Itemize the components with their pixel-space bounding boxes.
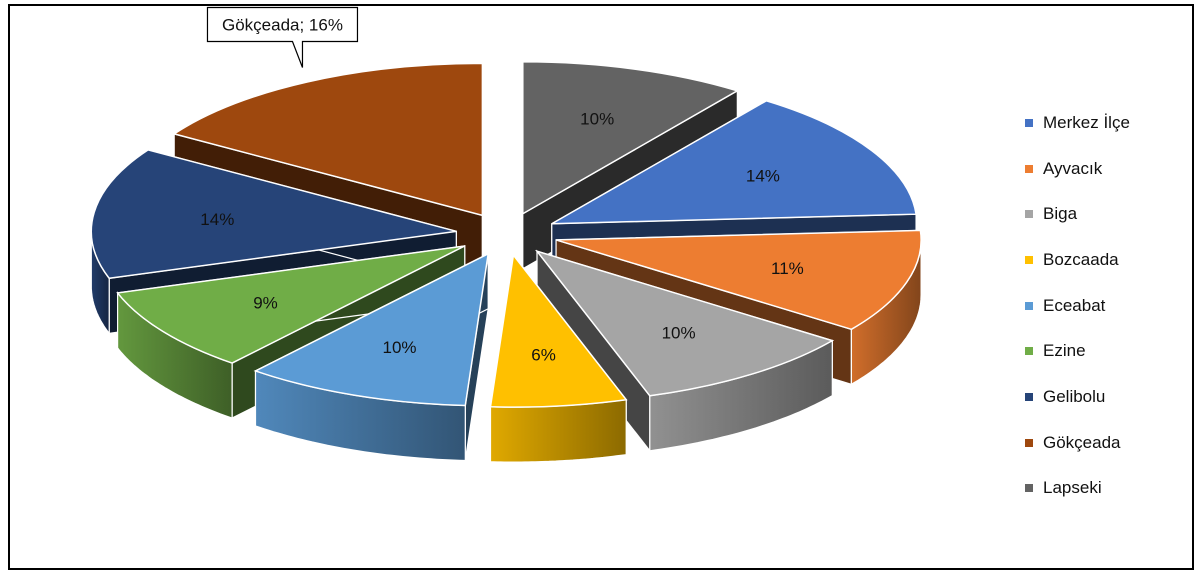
legend-item: Lapseki: [1025, 466, 1198, 512]
pie-chart: 14% 11% 10% 6% 10% 9% 14% Gökçeada; 16% 10%: [90, 6, 922, 463]
callout-gokceada: Gökçeada; 16%: [206, 6, 359, 68]
legend-swatch: [1025, 210, 1033, 219]
legend-item: Eceabat: [1025, 283, 1198, 329]
data-label: 6%: [531, 346, 556, 365]
slice-top-face: [90, 149, 457, 280]
legend-swatch: [1025, 484, 1033, 493]
legend: Merkez İlçe Ayvacık Biga Bozcaada Eceabat Ezi…: [1025, 100, 1198, 511]
data-label: 10%: [382, 338, 416, 357]
data-label: 14%: [200, 210, 234, 229]
data-label: 9%: [253, 293, 278, 312]
slice-top-face: [551, 99, 917, 225]
slice-top-face: [555, 229, 922, 331]
slice-top-face: [172, 62, 484, 217]
legend-label: Merkez İlçe: [1043, 112, 1130, 132]
data-label: Gökçeada; 16%: [222, 15, 343, 34]
legend-label: Bozcaada: [1043, 249, 1119, 269]
slice-top-face: [534, 249, 835, 397]
legend-item: Ayvacık: [1025, 146, 1198, 192]
slice-top-face: [253, 252, 490, 407]
slice-top-face: [522, 61, 740, 216]
legend-swatch: [1025, 438, 1033, 447]
data-label: 10%: [580, 109, 614, 128]
legend-swatch: [1025, 255, 1033, 264]
legend-label: Ezine: [1043, 341, 1086, 361]
legend-swatch: [1025, 164, 1033, 173]
legend-label: Gökçeada: [1043, 432, 1121, 452]
callout-box: [206, 6, 359, 68]
legend-item: Bozcaada: [1025, 237, 1198, 283]
legend-label: Gelibolu: [1043, 386, 1106, 406]
chart-frame: 14% 11% 10% 6% 10% 9% 14% Gökçeada; 16% 10% Merk…: [8, 4, 1194, 570]
legend-item: Gökçeada: [1025, 420, 1198, 466]
pie-slice-biga: [534, 249, 835, 453]
legend-label: Lapseki: [1043, 478, 1102, 498]
slice-top-face: [489, 253, 628, 408]
legend-swatch: [1025, 118, 1033, 127]
pie-slice-bozcaada: [489, 253, 628, 463]
legend-label: Eceabat: [1043, 295, 1106, 315]
legend-item: Gelibolu: [1025, 374, 1198, 420]
slice-outer-wall: [489, 399, 627, 463]
legend-label: Biga: [1043, 204, 1078, 224]
data-label: 11%: [771, 259, 804, 278]
data-label: 14%: [746, 166, 780, 185]
legend-item: Ezine: [1025, 328, 1198, 374]
legend-swatch: [1025, 392, 1033, 401]
legend-item: Merkez İlçe: [1025, 100, 1198, 146]
data-label: 10%: [662, 323, 696, 342]
slice-top-face: [116, 245, 466, 364]
pie-slice-eceabat: [253, 252, 490, 462]
legend-swatch: [1025, 301, 1033, 310]
legend-swatch: [1025, 347, 1033, 356]
legend-label: Ayvacık: [1043, 158, 1103, 178]
legend-item: Biga: [1025, 191, 1198, 237]
